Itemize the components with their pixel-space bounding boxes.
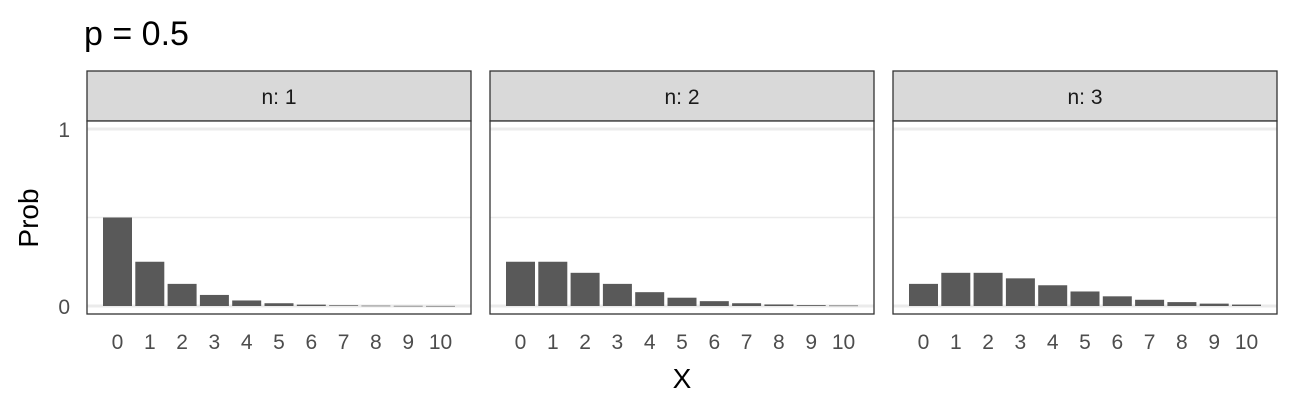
bar <box>635 292 665 306</box>
bar <box>732 303 762 306</box>
x-tick-label: 8 <box>370 331 382 354</box>
x-tick-label: 3 <box>612 331 624 354</box>
bar <box>1005 278 1035 306</box>
y-tick-label: 1 <box>58 119 70 142</box>
x-tick-label: 1 <box>547 331 559 354</box>
x-tick-label: 1 <box>950 331 962 354</box>
facet-strip <box>86 70 472 122</box>
facet-panel: n: 3 0 1 2 3 4 5 6 7 8 9 10 <box>892 70 1278 354</box>
x-tick-label: 0 <box>515 331 527 354</box>
bar <box>909 283 938 306</box>
bar <box>829 305 858 307</box>
x-tick-label: 10 <box>1235 331 1258 354</box>
bar <box>699 301 729 306</box>
bar <box>941 272 971 306</box>
panel-border <box>489 120 875 315</box>
bar <box>135 261 165 306</box>
bar <box>361 305 391 307</box>
x-tick-label: 4 <box>644 331 656 354</box>
bar <box>393 305 423 307</box>
bar <box>1232 304 1261 306</box>
facet-strip-label: n: 2 <box>664 86 699 109</box>
facet-strip-label: n: 3 <box>1067 86 1102 109</box>
bar <box>506 261 535 306</box>
bar <box>667 297 697 306</box>
x-tick-label: 9 <box>1208 331 1220 354</box>
y-axis: 01 <box>58 119 70 319</box>
x-tick-label: 2 <box>176 331 188 354</box>
x-tick-label: 10 <box>429 331 452 354</box>
bar <box>1038 285 1068 306</box>
bar <box>570 272 600 306</box>
panel-border <box>86 120 472 315</box>
x-tick-label: 7 <box>1144 331 1156 354</box>
x-tick-label: 6 <box>305 331 317 354</box>
x-tick-label: 5 <box>676 331 688 354</box>
bar <box>329 305 359 306</box>
x-tick-label: 4 <box>1047 331 1059 354</box>
x-axis-title: X <box>673 363 692 394</box>
x-tick-label: 5 <box>1079 331 1091 354</box>
x-tick-label: 3 <box>1015 331 1027 354</box>
x-tick-label: 10 <box>832 331 855 354</box>
x-tick-label: 2 <box>982 331 994 354</box>
x-tick-label: 8 <box>1176 331 1188 354</box>
x-tick-label: 8 <box>773 331 785 354</box>
bar <box>1167 302 1197 306</box>
bar <box>232 300 262 306</box>
x-tick-label: 7 <box>338 331 350 354</box>
x-tick-label: 7 <box>741 331 753 354</box>
x-tick-label: 2 <box>579 331 591 354</box>
x-tick-label: 6 <box>708 331 720 354</box>
x-tick-label: 0 <box>918 331 930 354</box>
y-tick-label: 0 <box>58 296 70 319</box>
bar <box>264 303 294 306</box>
bar <box>1102 296 1132 306</box>
facet-panels: n: 10 1 2 3 4 5 6 7 8 9 10n: 20 1 2 3 4 5 6 7 8 9 10n: 30 1 2 3… <box>86 70 1278 354</box>
x-tick-label: 3 <box>209 331 221 354</box>
bar <box>1135 299 1165 306</box>
x-tick-label: 4 <box>241 331 253 354</box>
bar <box>602 283 632 306</box>
bar <box>538 261 568 306</box>
x-tick-label: 5 <box>273 331 285 354</box>
bar <box>426 305 455 307</box>
bar <box>103 217 132 306</box>
x-tick-label: 0 <box>112 331 124 354</box>
facet-strip <box>489 70 875 122</box>
chart-title: p = 0.5 <box>84 15 189 53</box>
bar <box>296 304 326 306</box>
bar <box>167 283 197 306</box>
bar <box>1199 303 1229 306</box>
y-axis-title: Prob <box>13 188 44 247</box>
bar <box>973 272 1003 306</box>
bar <box>764 304 794 306</box>
x-tick-label: 1 <box>144 331 156 354</box>
facet-panel: n: 2 0 1 2 3 4 5 6 7 8 9 10 <box>489 70 875 354</box>
bar <box>796 305 826 306</box>
x-tick-label: 6 <box>1111 331 1123 354</box>
bar <box>1070 291 1100 306</box>
panel-border <box>892 120 1278 315</box>
x-tick-label: 9 <box>805 331 817 354</box>
bar <box>199 294 229 306</box>
x-tick-label: 9 <box>402 331 414 354</box>
facet-strip <box>892 70 1278 122</box>
facet-strip-label: n: 1 <box>261 86 296 109</box>
facet-panel: n: 1 0 1 2 3 4 5 6 7 8 9 10 <box>86 70 472 354</box>
